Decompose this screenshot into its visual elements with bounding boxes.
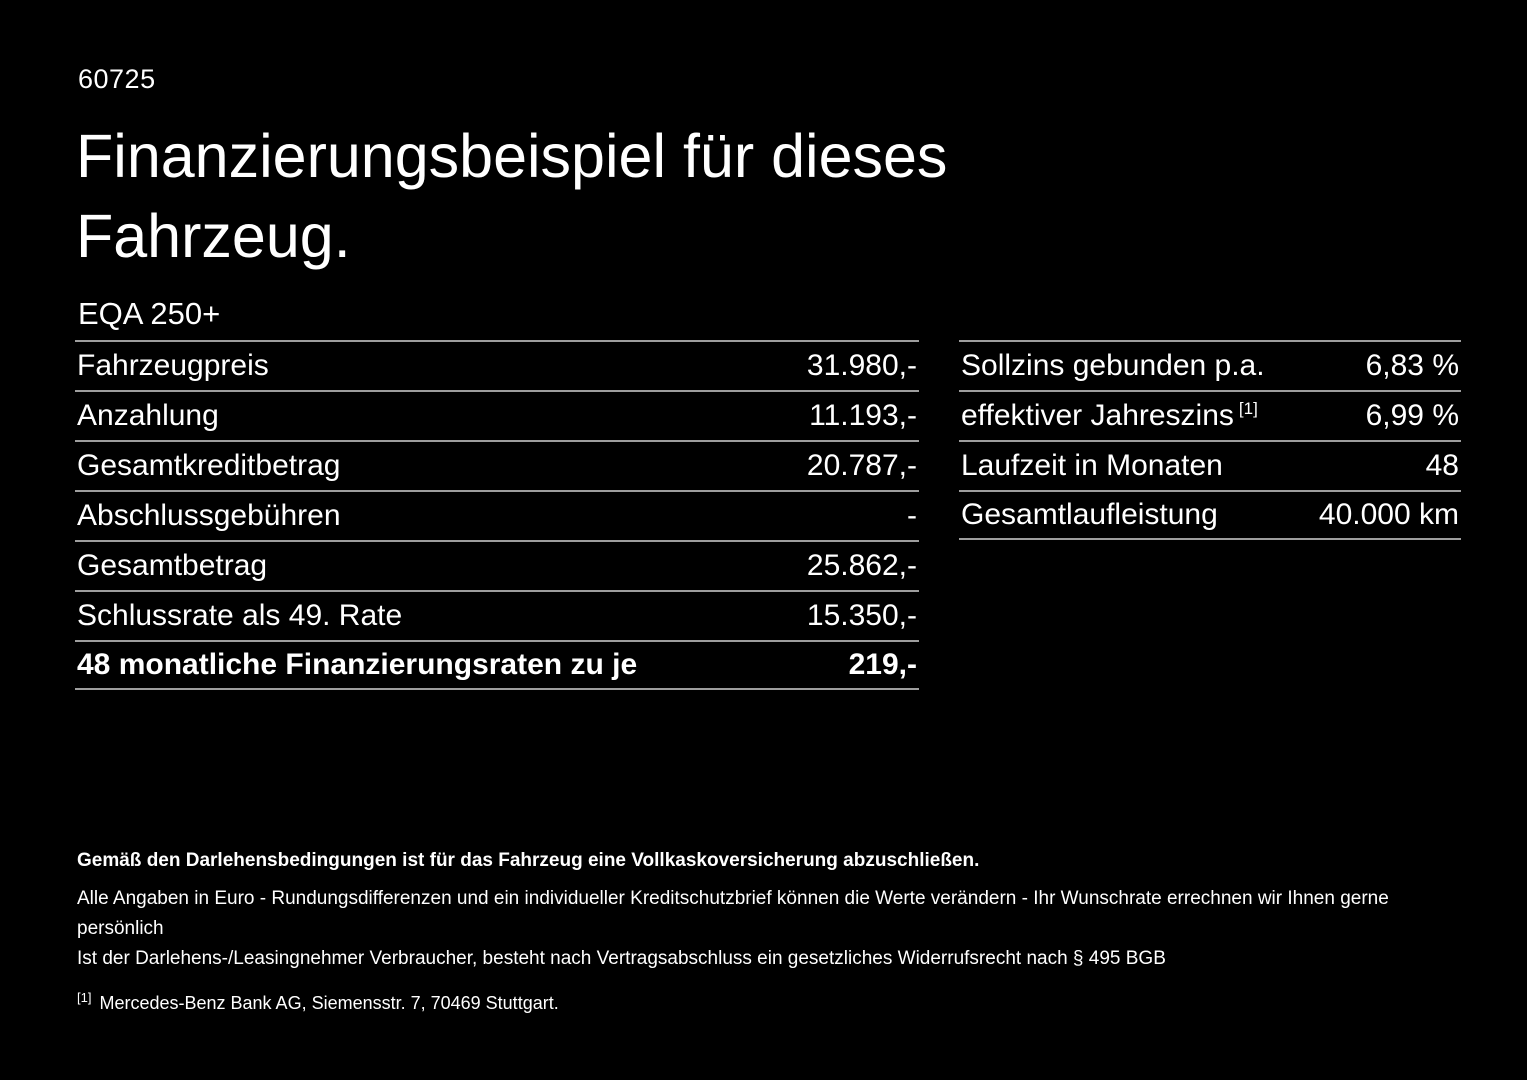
- condition-row: Gesamtlaufleistung 40.000 km: [959, 490, 1461, 540]
- finance-row: Anzahlung 11.193,-: [75, 390, 919, 440]
- footer: Gemäß den Darlehensbedingungen ist für d…: [77, 846, 1467, 1018]
- condition-row: Laufzeit in Monaten 48: [959, 440, 1461, 490]
- finance-row-value: 25.862,-: [806, 549, 917, 582]
- disclaimer-line-2: Ist der Darlehens-/Leasingnehmer Verbrau…: [77, 948, 1166, 969]
- condition-row-label: Sollzins gebunden p.a.: [961, 349, 1265, 382]
- condition-row: Sollzins gebunden p.a. 6,83 %: [959, 340, 1461, 390]
- footnote-marker: [1]: [77, 990, 92, 1005]
- finance-row-label: Gesamtbetrag: [77, 549, 268, 582]
- finance-rate-row: 48 monatliche Finanzierungsraten zu je 2…: [75, 640, 919, 690]
- page-title-line-2: Fahrzeug.: [76, 202, 351, 270]
- condition-row: effektiver Jahreszins [1] 6,99 %: [959, 390, 1461, 440]
- conditions-table: Sollzins gebunden p.a. 6,83 % effektiver…: [959, 340, 1461, 540]
- finance-row: Schlussrate als 49. Rate 15.350,-: [75, 590, 919, 640]
- condition-row-label-text: effektiver Jahreszins: [961, 399, 1234, 432]
- bank-footnote: [1] Mercedes-Benz Bank AG, Siemensstr. 7,…: [77, 988, 1467, 1018]
- finance-row-value: 11.193,-: [809, 399, 917, 432]
- finance-row-value: 15.350,-: [806, 599, 917, 632]
- condition-row-label: Gesamtlaufleistung: [961, 498, 1218, 531]
- finance-row-label: Fahrzeugpreis: [77, 349, 269, 382]
- page-title: Finanzierungsbeispiel für dieses Fahrzeu…: [76, 116, 947, 276]
- finance-row: Gesamtkreditbetrag 20.787,-: [75, 440, 919, 490]
- finance-row: Gesamtbetrag 25.862,-: [75, 540, 919, 590]
- vehicle-model: EQA 250+: [78, 296, 221, 331]
- finance-row-value: 20.787,-: [806, 449, 917, 482]
- insurance-note: Gemäß den Darlehensbedingungen ist für d…: [77, 850, 980, 871]
- tables-area: Fahrzeugpreis 31.980,- Anzahlung 11.193,…: [75, 340, 1461, 690]
- finance-table: Fahrzeugpreis 31.980,- Anzahlung 11.193,…: [75, 340, 919, 690]
- condition-row-value: 6,99 %: [1365, 399, 1459, 432]
- condition-row-value: 40.000 km: [1318, 498, 1459, 531]
- footnote-text: Mercedes-Benz Bank AG, Siemensstr. 7, 70…: [99, 993, 559, 1013]
- finance-row-label: Gesamtkreditbetrag: [77, 449, 341, 482]
- condition-row-value: 48: [1425, 449, 1459, 482]
- condition-row-label: Laufzeit in Monaten: [961, 449, 1223, 482]
- finance-row-label: 48 monatliche Finanzierungsraten zu je: [77, 648, 638, 681]
- finance-row-value: -: [907, 499, 917, 532]
- condition-row-value: 6,83 %: [1365, 349, 1459, 382]
- finance-row-label: Anzahlung: [77, 399, 219, 432]
- finance-row-label: Schlussrate als 49. Rate: [77, 599, 403, 632]
- condition-row-label: effektiver Jahreszins [1]: [961, 399, 1258, 433]
- finance-row: Fahrzeugpreis 31.980,-: [75, 340, 919, 390]
- page-title-line-1: Finanzierungsbeispiel für dieses: [76, 122, 948, 190]
- finance-row-label: Abschlussgebühren: [77, 499, 341, 532]
- disclaimer-line-1: Alle Angaben in Euro - Rundungsdifferenz…: [77, 888, 1389, 939]
- finance-row-value: 219,-: [848, 648, 917, 681]
- doc-number: 60725: [78, 64, 156, 94]
- finance-row: Abschlussgebühren -: [75, 490, 919, 540]
- finance-row-value: 31.980,-: [806, 349, 917, 382]
- footnote-ref-icon: [1]: [1238, 399, 1258, 418]
